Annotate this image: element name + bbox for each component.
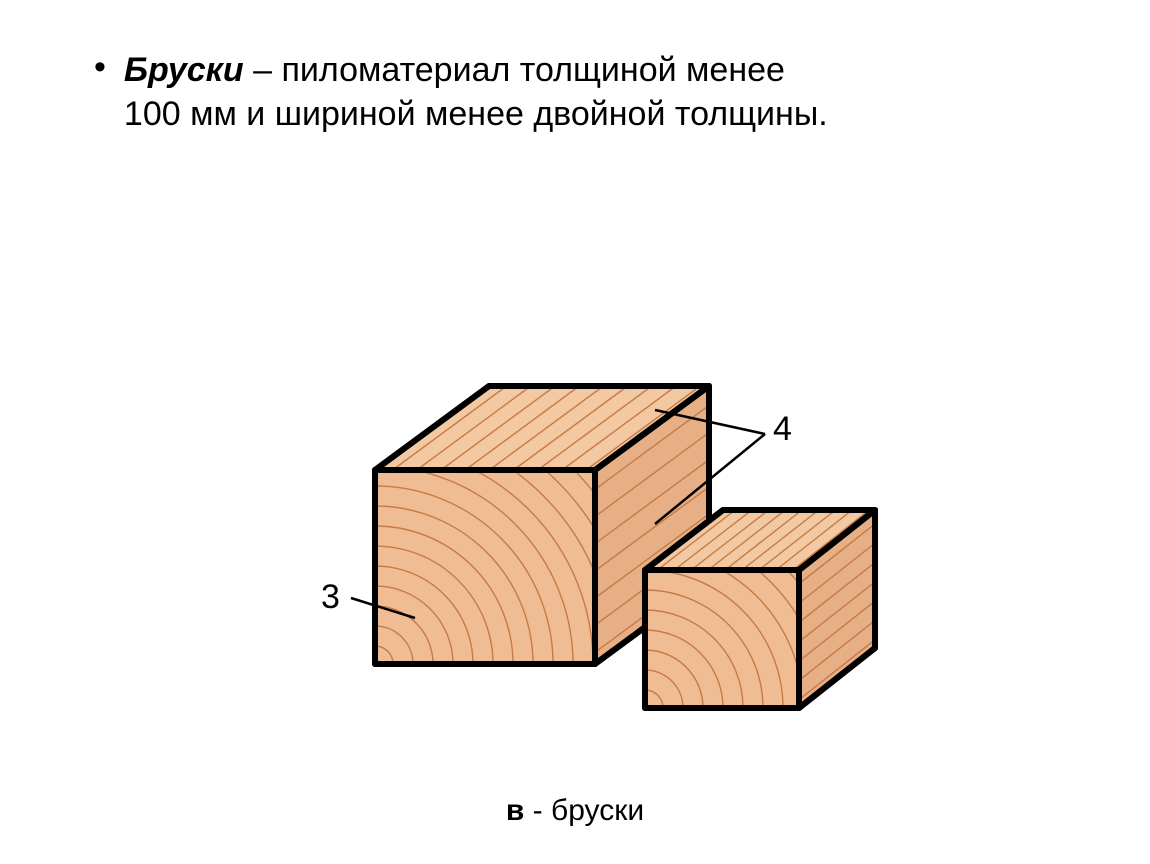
svg-text:3: 3 [321, 578, 340, 616]
definition-term: Бруски [124, 51, 244, 89]
figure-caption: в - бруски [0, 794, 1150, 828]
slide: • Бруски – пиломатериал толщиной менее 1… [0, 0, 1150, 864]
caption-word: бруски [551, 794, 644, 827]
figure-area: 3 4 в [0, 190, 1150, 750]
svg-text:в: в [566, 724, 584, 730]
definition-dash: – [244, 51, 282, 89]
caption-letter: в [506, 794, 524, 827]
definition-line2: 100 мм и шириной менее двойной толщины. [124, 95, 828, 133]
caption-dash: - [524, 794, 551, 827]
definition-line1: пиломатериал толщиной менее [282, 51, 785, 89]
diagram-svg: 3 4 в [225, 210, 925, 730]
svg-text:4: 4 [773, 410, 792, 448]
bullet-dot-icon: • [94, 48, 106, 86]
bullet-item: • Бруски – пиломатериал толщиной менее 1… [94, 48, 1090, 136]
definition-text: Бруски – пиломатериал толщиной менее 100… [124, 48, 828, 136]
